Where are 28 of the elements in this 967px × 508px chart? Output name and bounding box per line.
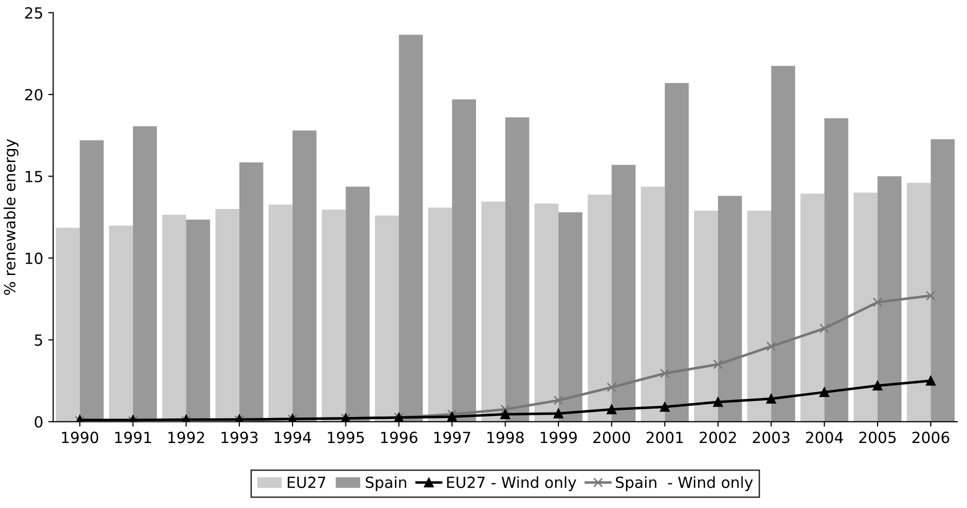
x-tick-label: 1997 bbox=[434, 432, 470, 444]
x-tick-label: 1999 bbox=[540, 432, 577, 444]
legend-label: Spain bbox=[366, 476, 406, 492]
x-tick-label: 1994 bbox=[274, 432, 312, 444]
x-tick-label: 2005 bbox=[859, 432, 896, 444]
y-axis-title: % renewable energy bbox=[4, 139, 18, 295]
x-tick-label: 2000 bbox=[593, 432, 630, 444]
x-tick-label: 1996 bbox=[381, 432, 418, 444]
y-tick-label: 15 bbox=[26, 170, 42, 182]
y-tick-label: 0 bbox=[34, 416, 42, 428]
x-tick-label: 2004 bbox=[806, 432, 843, 444]
x-tick-label: 2006 bbox=[912, 432, 950, 444]
legend-label: EU27 bbox=[288, 476, 326, 488]
y-tick-label: 10 bbox=[26, 252, 42, 264]
x-tick-label: 1992 bbox=[168, 432, 204, 444]
x-tick-label: 2002 bbox=[700, 432, 736, 444]
y-tick-label: 20 bbox=[25, 88, 42, 101]
x-tick-label: 1991 bbox=[115, 432, 151, 444]
x-tick-label: 1998 bbox=[487, 432, 524, 444]
x-tick-label: 2001 bbox=[646, 432, 683, 444]
y-tick-label: 25 bbox=[25, 7, 42, 19]
x-tick-label: 1995 bbox=[328, 432, 364, 444]
x-tick-label: 2003 bbox=[752, 432, 790, 444]
x-tick-label: 1993 bbox=[222, 432, 258, 444]
x-tick-label: 1990 bbox=[62, 432, 98, 444]
legend-label: Spain - Wind only bbox=[616, 476, 753, 492]
legend-label: EU27 - Wind only bbox=[447, 476, 576, 492]
y-tick-label: 5 bbox=[34, 334, 42, 346]
